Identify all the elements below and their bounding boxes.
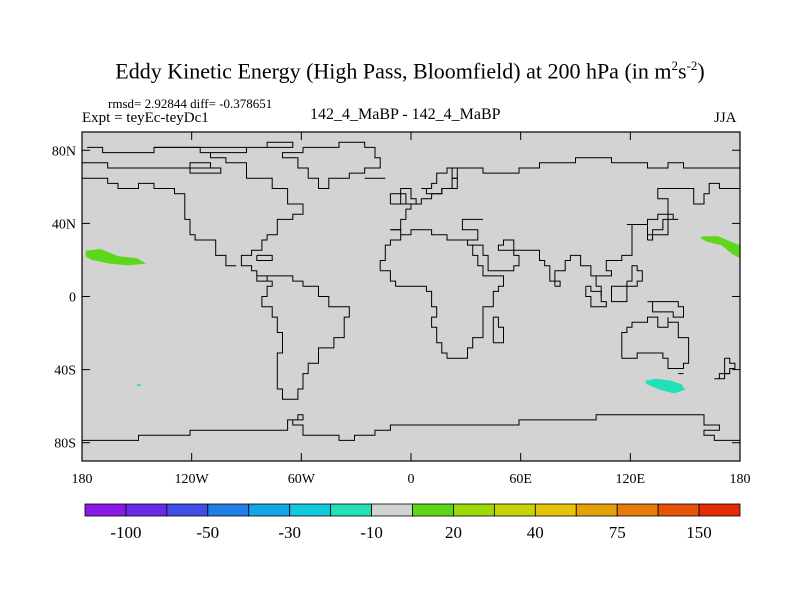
x-tick-label: 0 <box>408 472 415 487</box>
colorbar-label: -10 <box>360 523 383 542</box>
anomaly-north-pacific-east-positive <box>699 236 740 259</box>
chart-title: Eddy Kinetic Energy (High Pass, Bloomfie… <box>0 58 800 84</box>
colorbar-box <box>453 503 495 517</box>
coastline-5 <box>390 218 483 241</box>
title-close: ) <box>697 58 705 84</box>
map-background <box>82 132 740 461</box>
coastline-18 <box>389 193 402 205</box>
coastline-6 <box>379 234 402 271</box>
coastline-12 <box>714 373 730 380</box>
colorbar-box <box>412 503 454 517</box>
colorbar-box <box>371 503 413 517</box>
coastline-21 <box>647 218 669 241</box>
x-tick-label: 60E <box>509 472 532 487</box>
coastline-26 <box>492 316 504 344</box>
colorbar-box <box>125 503 168 517</box>
x-tick-label: 180 <box>730 472 751 487</box>
colorbar-box <box>657 503 700 517</box>
colorbar-labels: -100 -50 -30 -10 20 40 75 150 <box>110 523 711 542</box>
colorbar-box <box>248 503 291 517</box>
title-superscript-1: 2 <box>671 58 679 73</box>
colorbar-label: 75 <box>609 523 626 542</box>
season-label: JJA <box>714 110 737 126</box>
y-tick-label: 40N <box>52 217 76 232</box>
x-tick-label: 120W <box>175 472 210 487</box>
x-tick-label: 60W <box>288 472 316 487</box>
anomaly-south-pacific-negative <box>645 378 686 394</box>
coastline-layer <box>82 141 741 441</box>
comparison-label: 142_4_MaBP - 142_4_MaBP <box>310 106 501 123</box>
colorbar-box <box>534 503 577 517</box>
coastline-27 <box>256 254 273 261</box>
coastline-2 <box>82 177 237 267</box>
colorbar-label: 150 <box>686 523 712 542</box>
colorbar-label: -50 <box>196 523 219 542</box>
colorbar-label: 20 <box>445 523 462 542</box>
y-tick-label: 0 <box>69 291 76 306</box>
title-superscript-2: -2 <box>686 58 698 73</box>
stats-label: rmsd= 2.92844 diff= -0.378651 <box>108 96 273 111</box>
coastline-25 <box>554 280 561 287</box>
coastline-7 <box>380 240 504 359</box>
colorbar-box <box>207 503 250 517</box>
title-s: s <box>678 58 687 84</box>
coastline-17 <box>400 188 417 205</box>
experiment-label: Expt = teyEc-teyDc1 <box>82 110 209 126</box>
coastline-1 <box>82 162 211 169</box>
coastline-24 <box>626 265 643 287</box>
coastline-0 <box>87 146 350 400</box>
colorbar-boxes <box>84 503 741 517</box>
coastline-28 <box>154 141 294 154</box>
coastline-29 <box>189 167 222 174</box>
coastline-15 <box>585 285 607 308</box>
y-tick-label: 80N <box>52 144 76 159</box>
coastline-13 <box>647 301 684 318</box>
colorbar-box <box>84 503 127 517</box>
x-tick-label: 120E <box>616 472 646 487</box>
coastline-14 <box>611 285 628 303</box>
colorbar-box <box>166 503 209 517</box>
anomaly-south-pacific-small-negative <box>136 384 141 387</box>
coastline-20 <box>421 167 468 195</box>
colorbar-box <box>330 503 372 517</box>
colorbar-label: 40 <box>527 523 544 542</box>
y-tick-label: 80S <box>54 437 76 452</box>
colorbar-box <box>575 503 618 517</box>
colorbar-box <box>289 503 332 517</box>
colorbar-box <box>616 503 659 517</box>
coastline-16 <box>82 414 740 441</box>
anomaly-north-pacific-west-positive <box>85 249 146 266</box>
y-tick-label: 40S <box>54 364 76 379</box>
x-tick-label: 180 <box>72 472 93 487</box>
title-main: Eddy Kinetic Energy (High Pass, Bloomfie… <box>115 58 672 84</box>
coastline-9 <box>621 316 690 369</box>
colorbar-label: -100 <box>110 523 141 542</box>
anomaly-layer <box>85 236 740 394</box>
axis-ticks: 180 120W 60W 0 60E 120E 180 80N 40N 0 40S 80S <box>52 132 751 487</box>
colorbar-box <box>698 503 741 517</box>
colorbar-label: -30 <box>278 523 301 542</box>
coastline-3 <box>282 141 381 189</box>
colorbar-box <box>493 503 536 517</box>
coastline-22 <box>667 213 679 220</box>
